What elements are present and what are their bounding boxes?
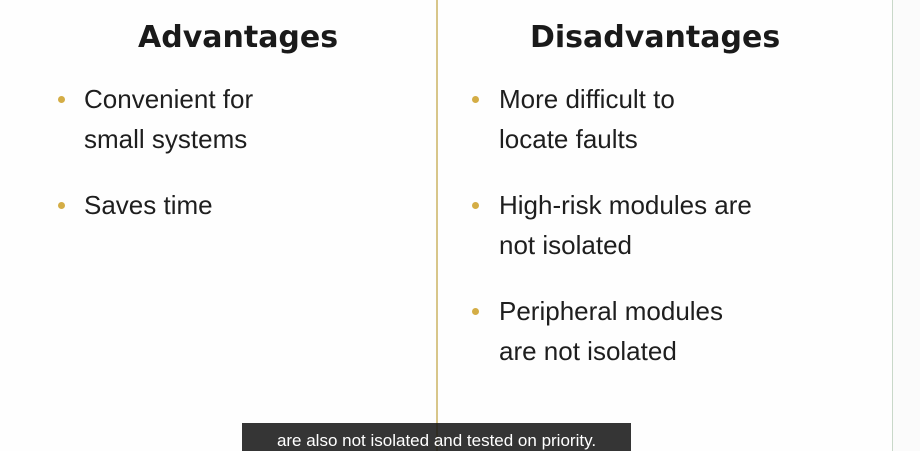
advantages-title: Advantages (138, 20, 339, 55)
column-divider (436, 0, 438, 451)
bullet-dot-icon (58, 96, 65, 103)
disadvantage-item: Peripheral modules are not isolated (499, 296, 724, 366)
side-margin (892, 0, 920, 451)
slide-edge-line (892, 0, 893, 451)
subtitle-caption: are also not isolated and tested on prio… (242, 423, 631, 451)
disadvantage-item: High-risk modules are not isolated (499, 190, 752, 260)
slide: Advantages Disadvantages Convenient for … (58, 0, 781, 451)
bullet-dot-icon (472, 96, 479, 103)
advantage-item: Saves time (84, 190, 213, 220)
disadvantage-item: More difficult to locate faults (499, 84, 675, 154)
advantage-item: Convenient for small systems (84, 84, 254, 154)
bullet-dot-icon (472, 308, 479, 315)
bullet-dot-icon (472, 202, 479, 209)
bullet-dot-icon (58, 202, 65, 209)
disadvantages-title: Disadvantages (530, 20, 781, 55)
